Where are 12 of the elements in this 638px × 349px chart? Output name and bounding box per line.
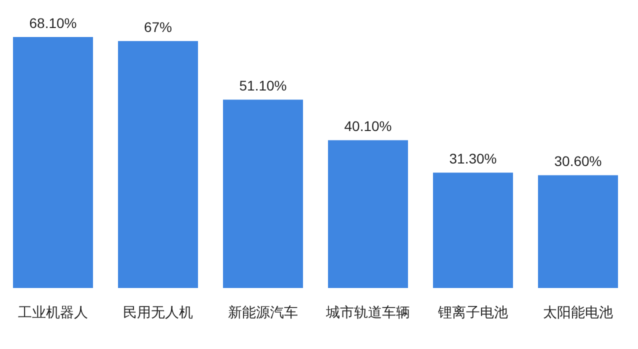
data-label: 40.10% [344, 118, 392, 134]
x-tick-label: 民用无人机 [123, 304, 194, 320]
data-label: 68.10% [29, 15, 77, 31]
x-tick-label: 工业机器人 [18, 304, 88, 320]
data-label: 31.30% [449, 150, 497, 167]
x-tick-label: 太阳能电池 [543, 304, 614, 320]
data-label: 51.10% [239, 78, 287, 94]
x-tick-label: 新能源汽车 [228, 304, 298, 320]
x-tick-label: 城市轨道车辆 [325, 304, 410, 320]
data-label: 67% [144, 19, 172, 36]
x-tick-label: 锂离子电池 [437, 304, 508, 320]
data-label: 30.60% [554, 153, 602, 170]
